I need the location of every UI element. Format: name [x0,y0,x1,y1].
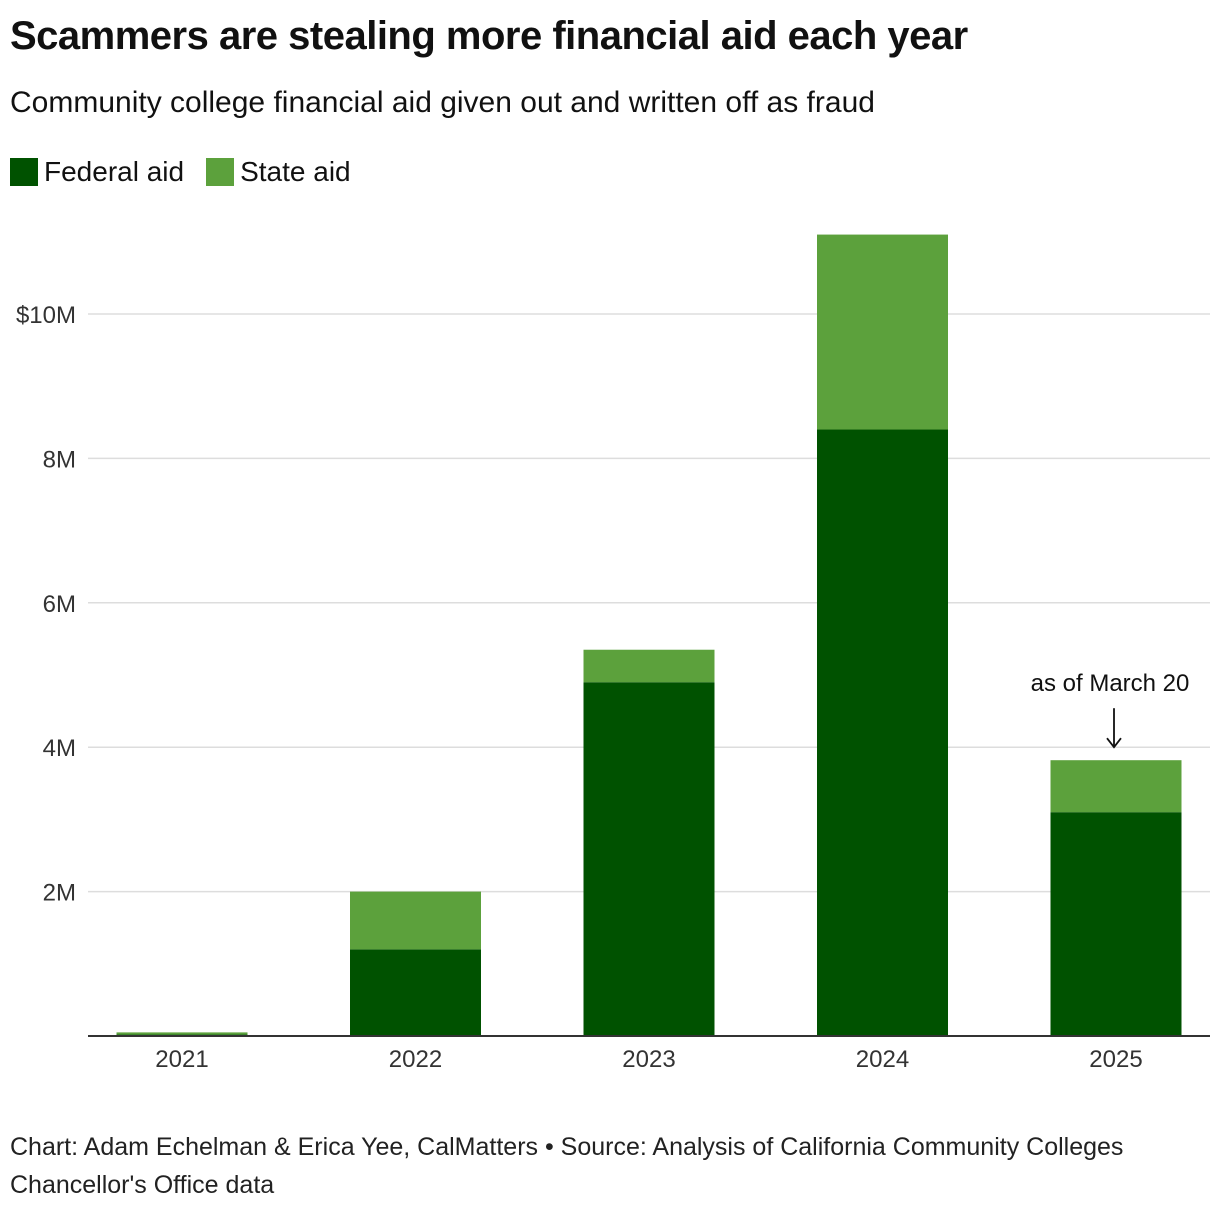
bar-state-2021 [116,1032,248,1035]
legend-label-federal: Federal aid [44,156,185,187]
y-tick-label: 2M [43,880,76,907]
legend-item-federal: Federal aid [10,156,184,188]
x-tick-label: 2022 [389,1046,442,1073]
bar-state-2024 [817,234,948,430]
bar-federal-2022 [350,949,481,1036]
x-tick-label: 2024 [856,1046,909,1073]
annotation-text: as of March 20 [1031,670,1190,697]
x-tick-label: 2025 [1089,1046,1142,1073]
y-tick-label: 6M [43,591,76,618]
annotation-arrow-head [1106,737,1122,749]
legend: Federal aid State aid [10,156,373,188]
y-tick-label: $10M [16,302,76,329]
bar-state-2023 [583,649,715,683]
x-tick-label: 2023 [622,1046,675,1073]
bar-state-2022 [350,891,481,950]
legend-swatch-federal [10,158,38,186]
x-tick-label: 2021 [155,1046,208,1073]
stacked-bar-chart: 2M 4M 6M 8M $10M 2021 2022 2023 2024 2025 as of Ma… [16,234,1210,1073]
chart-title: Scammers are stealing more financial aid… [10,14,968,58]
chart-subtitle: Community college financial aid given ou… [10,86,875,119]
bar-federal-2024 [817,429,948,1036]
legend-label-state: State aid [240,156,351,187]
y-tick-label: 8M [43,446,76,473]
y-tick-label: 4M [43,735,76,762]
bar-state-2025 [1050,760,1182,813]
legend-item-state: State aid [206,156,351,188]
bar-federal-2025 [1050,812,1182,1036]
bar-federal-2023 [583,682,715,1036]
source-note: Chart: Adam Echelman & Erica Yee, CalMat… [10,1133,1124,1199]
legend-swatch-state [206,158,235,186]
